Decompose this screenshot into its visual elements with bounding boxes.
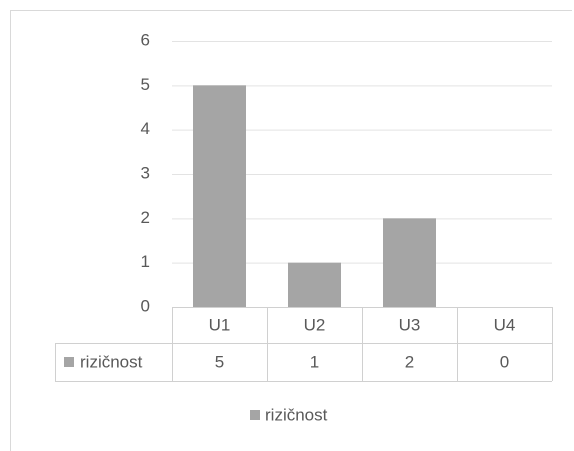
legend-label: rizičnost bbox=[265, 405, 328, 424]
x-tick-label: U2 bbox=[304, 315, 326, 334]
legend-key bbox=[64, 357, 74, 367]
table-value: 5 bbox=[215, 352, 224, 371]
y-tick-label: 5 bbox=[141, 75, 150, 94]
y-tick-label: 6 bbox=[141, 30, 150, 49]
bar bbox=[288, 262, 341, 307]
chart-border bbox=[10, 10, 572, 451]
x-tick-label: U3 bbox=[399, 315, 421, 334]
y-tick-label: 4 bbox=[141, 119, 150, 138]
row-header: rizičnost bbox=[80, 352, 143, 371]
bar bbox=[193, 85, 246, 307]
table-value: 0 bbox=[500, 352, 509, 371]
x-tick-label: U4 bbox=[494, 315, 516, 334]
table-value: 2 bbox=[405, 352, 414, 371]
y-tick-label: 3 bbox=[141, 163, 150, 182]
bar bbox=[383, 218, 436, 307]
x-tick-label: U1 bbox=[209, 315, 231, 334]
table-value: 1 bbox=[310, 352, 319, 371]
y-tick-label: 1 bbox=[141, 252, 150, 271]
y-tick-label: 0 bbox=[141, 296, 150, 315]
y-tick-label: 2 bbox=[141, 208, 150, 227]
legend-key bbox=[250, 410, 260, 420]
